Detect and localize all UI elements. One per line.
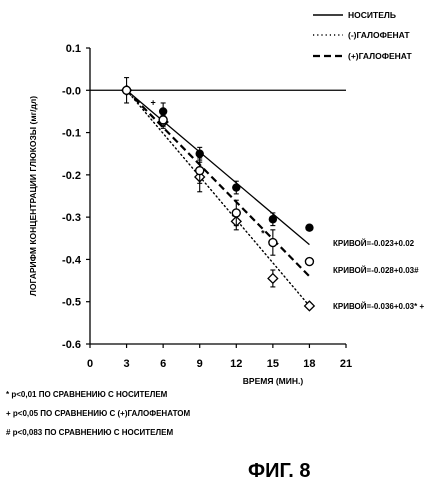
y-axis-label: ЛОГАРИФМ КОНЦЕНТРАЦИИ ГЛЮКОЗЫ (мг/дл) <box>28 96 38 296</box>
data-points <box>122 78 314 311</box>
x-tick-label: 15 <box>267 358 279 370</box>
y-tick-label: -0.3 <box>62 212 81 224</box>
significance-mark: + <box>151 97 156 107</box>
data-point <box>196 167 204 175</box>
figure-label: ФИГ. 8 <box>248 460 311 483</box>
data-point <box>196 150 204 158</box>
slope-annotation: КРИВОЙ=-0.023+0.02 <box>333 239 415 248</box>
data-point <box>232 183 240 191</box>
x-tick-label: 12 <box>230 358 242 370</box>
y-tick-label: -0.1 <box>62 128 81 140</box>
axes: 0.1 -0.0 -0.1 -0.2 -0.3 -0.4 -0.5 -0.6 0 3 6 9 12 15 1… <box>28 43 352 386</box>
y-tick-label: -0.5 <box>62 297 81 309</box>
fit-lines <box>127 90 310 306</box>
footnote-3: # p<0,083 ПО СРАВНЕНИЮ С НОСИТЕЛЕМ <box>6 428 173 437</box>
x-axis-label: ВРЕМЯ (МИН.) <box>243 376 304 386</box>
significance-mark: * <box>261 229 265 239</box>
data-point <box>123 86 131 94</box>
y-tick-label: -0.0 <box>62 85 81 97</box>
slope-annotation: КРИВОЙ=-0.036+0.03* + <box>333 302 424 311</box>
footnote-2: + p<0,05 ПО СРАВНЕНИЮ С (+)ГАЛОФЕНАТОМ <box>6 409 190 418</box>
x-tick-label: 0 <box>87 358 93 370</box>
y-tick-label: -0.6 <box>62 339 81 351</box>
fit-line <box>127 90 310 306</box>
legend: НОСИТЕЛЬ (-)ГАЛОФЕНАТ (+)ГАЛОФЕНАТ <box>313 10 413 61</box>
data-point <box>159 116 167 124</box>
x-tick-label: 3 <box>124 358 130 370</box>
footnote-1: * p<0,01 ПО СРАВНЕНИЮ С НОСИТЕЛЕМ <box>6 390 167 399</box>
data-point <box>268 274 278 284</box>
data-point <box>269 215 277 223</box>
x-tick-label: 18 <box>303 358 315 370</box>
annotations: КРИВОЙ=-0.023+0.02 КРИВОЙ=-0.028+0.03# КРИ… <box>151 97 425 311</box>
legend-label: (-)ГАЛОФЕНАТ <box>348 30 410 40</box>
y-tick-label: 0.1 <box>66 43 81 55</box>
slope-annotation: КРИВОЙ=-0.028+0.03# <box>333 266 419 275</box>
y-tick-label: -0.4 <box>62 254 82 266</box>
data-point <box>305 224 313 232</box>
data-point <box>232 209 240 217</box>
fit-line <box>127 90 310 244</box>
data-point <box>269 239 277 247</box>
x-tick-label: 21 <box>340 358 352 370</box>
y-tick-label: -0.2 <box>62 170 81 182</box>
legend-label: (+)ГАЛОФЕНАТ <box>348 51 413 61</box>
fit-line <box>127 90 310 276</box>
x-tick-label: 6 <box>160 358 166 370</box>
legend-label: НОСИТЕЛЬ <box>348 10 396 20</box>
data-point <box>305 258 313 266</box>
x-tick-label: 9 <box>197 358 203 370</box>
